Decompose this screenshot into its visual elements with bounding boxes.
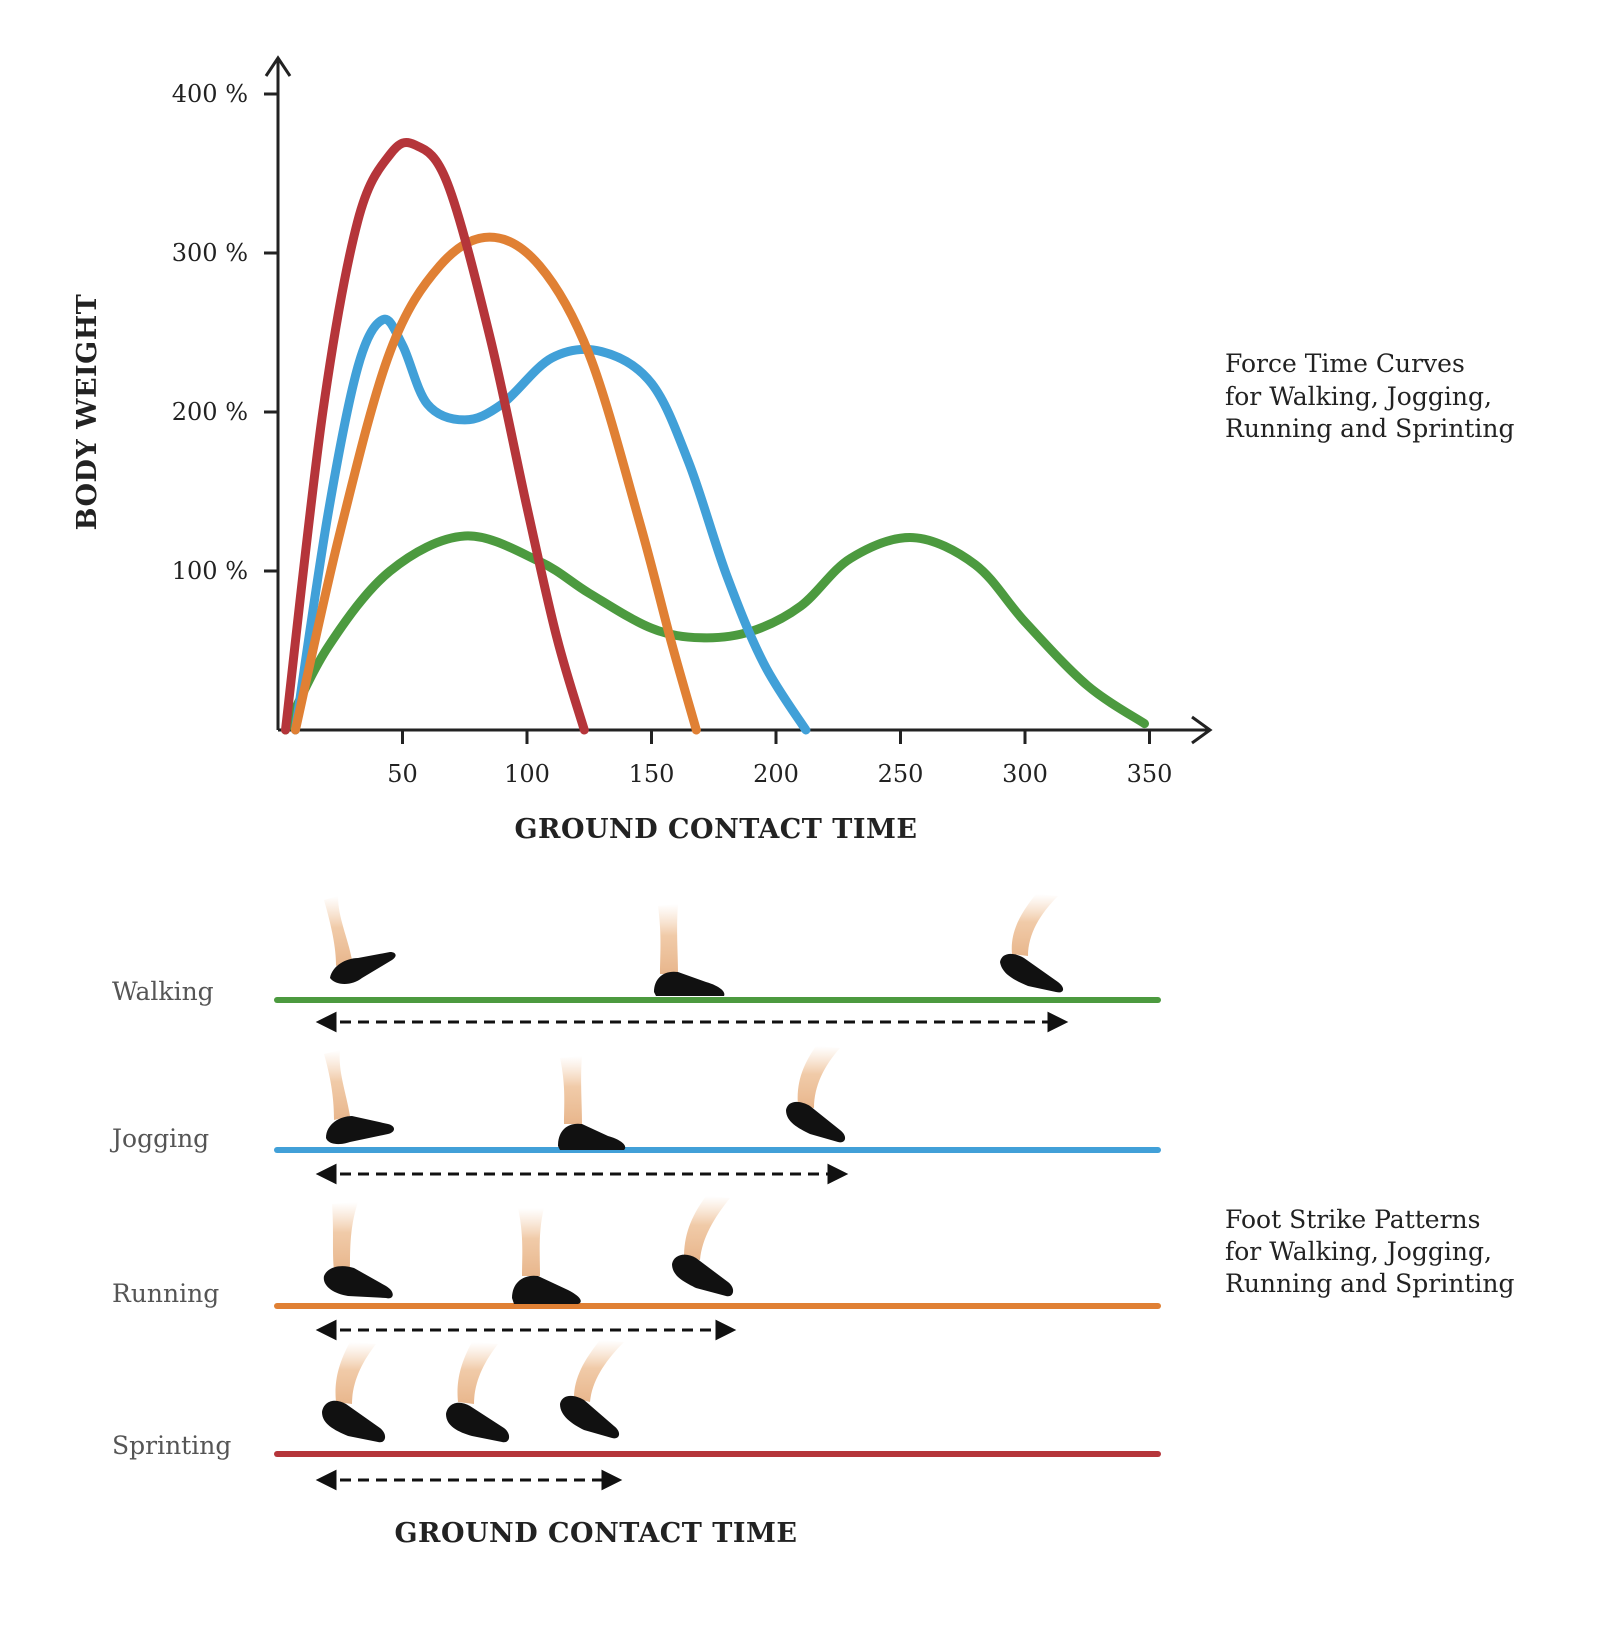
series-line-sprinting (281, 137, 589, 735)
x-tick-label: 300 (1002, 760, 1048, 788)
row-label-walking: Walking (112, 977, 214, 1006)
x-tick-label: 350 (1127, 760, 1173, 788)
foot-icon (786, 1046, 846, 1143)
row-running: Running (112, 1196, 1161, 1341)
row-walking: Walking (112, 894, 1161, 1033)
row-jogging: Jogging (109, 1046, 1161, 1185)
y-axis-arrow (264, 55, 292, 77)
force-caption-line-2: for Walking, Jogging, (1225, 382, 1492, 411)
foot-icon (654, 904, 725, 996)
foot-strike-diagram: Walking Jogging (109, 894, 1514, 1549)
y-tick-label: 300 % (172, 239, 248, 267)
row-label-sprinting: Sprinting (112, 1431, 231, 1460)
foot-caption-line-3: Running and Sprinting (1225, 1269, 1514, 1298)
force-caption-line-1: Force Time Curves (1225, 349, 1465, 378)
row-label-running: Running (112, 1279, 219, 1308)
x-tick-label: 250 (878, 760, 924, 788)
y-tick-label: 100 % (172, 557, 248, 585)
row-label-jogging: Jogging (109, 1124, 209, 1153)
foot-icon (322, 1342, 386, 1443)
x-axis-title: GROUND CONTACT TIME (515, 814, 918, 845)
x-axis-arrow (1191, 715, 1213, 745)
x-tick-label: 100 (504, 760, 550, 788)
y-tick-label: 200 % (172, 398, 248, 426)
series-layer (281, 137, 1149, 735)
force-caption: Force Time Curves for Walking, Jogging, … (1225, 349, 1514, 443)
force-caption-line-3: Running and Sprinting (1225, 414, 1514, 443)
foot-icon (324, 1050, 394, 1145)
foot-icon (560, 1340, 624, 1439)
foot-caption: Foot Strike Patterns for Walking, Joggin… (1225, 1205, 1514, 1298)
series-line-running (290, 232, 701, 735)
force-time-chart: 100 % 200 % 300 % 400 % 50 100 150 200 250 300 35… (72, 55, 1514, 845)
foot-icon (558, 1056, 626, 1150)
foot-icon (512, 1208, 581, 1304)
y-tick-label: 400 % (172, 80, 248, 108)
foot-icon (446, 1342, 510, 1443)
y-axis-ticks: 100 % 200 % 300 % 400 % (172, 80, 278, 585)
x-axis-ticks: 50 100 150 200 250 300 350 (387, 730, 1172, 788)
foot-caption-line-2: for Walking, Jogging, (1225, 1237, 1492, 1266)
x-tick-label: 150 (629, 760, 675, 788)
series-line-walking (281, 531, 1149, 735)
x-tick-label: 200 (753, 760, 799, 788)
foot-caption-line-1: Foot Strike Patterns (1225, 1205, 1480, 1234)
y-axis-title: BODY WEIGHT (72, 294, 103, 531)
foot-icon (1000, 894, 1064, 993)
foot-icon (672, 1196, 734, 1297)
row-sprinting: Sprinting (112, 1340, 1161, 1491)
foot-icon (323, 1202, 393, 1299)
foot-icon (324, 896, 396, 984)
foot-axis-title: GROUND CONTACT TIME (395, 1518, 798, 1549)
x-tick-label: 50 (387, 760, 418, 788)
series-line-jogging (290, 314, 811, 735)
